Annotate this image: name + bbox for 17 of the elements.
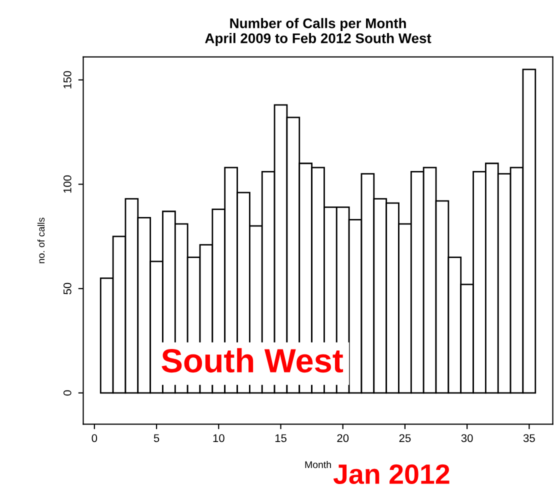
y-tick-label: 50	[63, 282, 72, 294]
x-tick-label: 10	[213, 434, 224, 442]
x-tick-label: 30	[461, 434, 473, 442]
x-tick-label: 0	[92, 434, 98, 442]
annotation: South West	[162, 348, 344, 373]
y-tick-label: 0	[63, 390, 72, 396]
x-tick-label: 20	[337, 434, 349, 442]
y-tick-label: 100	[63, 175, 72, 193]
x-tick-label: 35	[523, 434, 535, 442]
y-tick-label: 150	[63, 71, 72, 88]
x-tick-label: 15	[275, 434, 286, 442]
chart-title: Number of Calls per Month April 2009 to Feb 2012 South West	[205, 18, 432, 46]
x-axis-title: Month	[305, 460, 331, 468]
y-axis-title: no. of calls	[37, 218, 45, 264]
x-tick-label: 5	[154, 434, 160, 442]
x-tick-label: 25	[399, 434, 411, 442]
text: Jan 2012	[333, 464, 450, 484]
